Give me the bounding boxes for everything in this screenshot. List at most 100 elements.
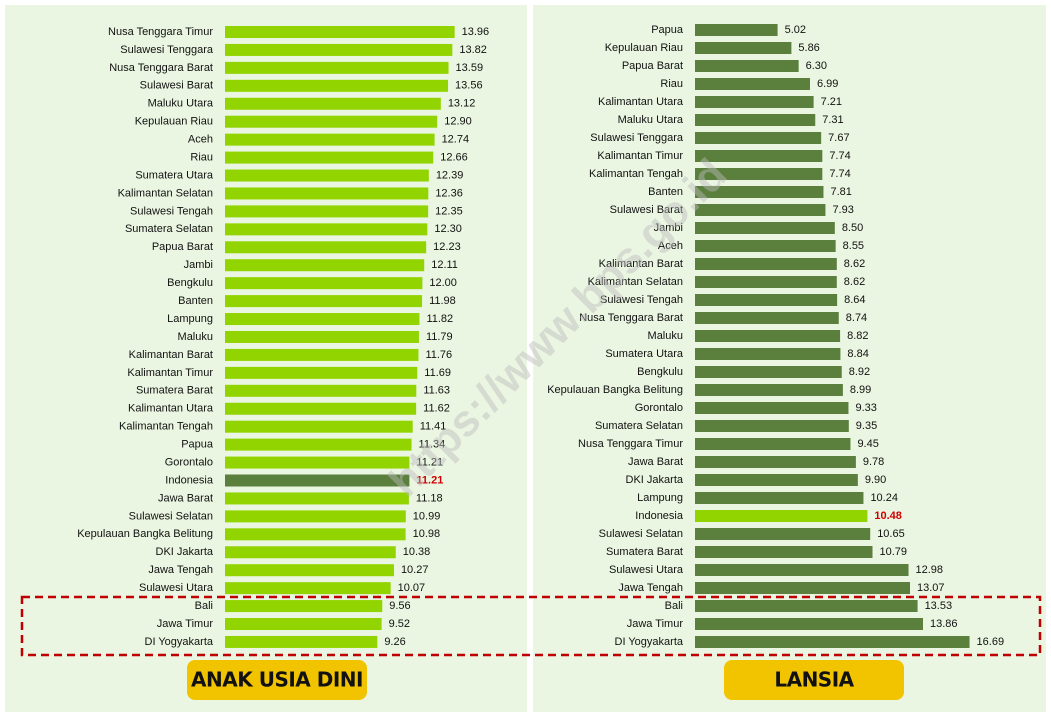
bar [695, 366, 842, 378]
category-label: Sumatera Selatan [595, 420, 683, 432]
category-label: Kalimantan Utara [128, 403, 214, 415]
category-label: Sulawesi Utara [139, 582, 214, 594]
bar [225, 402, 417, 415]
value-label: 9.45 [857, 438, 878, 450]
category-label: Bengkulu [637, 366, 683, 378]
value-label: 8.92 [849, 366, 870, 378]
category-label: Kalimantan Timur [597, 150, 683, 162]
value-label: 13.59 [456, 62, 484, 74]
value-label: 13.12 [448, 98, 476, 110]
category-label: Kalimantan Barat [129, 349, 213, 361]
value-label: 7.81 [830, 186, 851, 198]
category-label: Bengkulu [167, 277, 213, 289]
value-label: 10.79 [879, 546, 907, 558]
bar [225, 151, 434, 164]
bar [225, 61, 449, 74]
bar [225, 97, 441, 110]
bar [225, 187, 429, 200]
category-label: Nusa Tenggara Barat [109, 62, 213, 74]
value-label: 9.52 [389, 618, 410, 630]
category-label: Jawa Timur [627, 618, 684, 630]
bar [695, 78, 810, 90]
value-label: 16.69 [977, 636, 1005, 648]
bar [695, 132, 822, 144]
category-label: Kalimantan Selatan [118, 187, 213, 199]
value-label: 8.62 [844, 258, 865, 270]
value-label: 8.74 [846, 312, 867, 324]
category-label: Sumatera Utara [605, 348, 684, 360]
bar [695, 258, 837, 270]
category-label: Sulawesi Tengah [130, 205, 213, 217]
bar [695, 312, 839, 324]
bar [695, 294, 838, 306]
value-label: 11.21 [416, 456, 443, 468]
bar [225, 277, 423, 290]
category-label: Sulawesi Selatan [599, 528, 683, 540]
title-box [187, 660, 367, 700]
bar [695, 546, 873, 558]
category-label: Kalimantan Selatan [588, 276, 683, 288]
value-label: 9.35 [856, 420, 877, 432]
value-label: 12.11 [431, 259, 458, 271]
value-label: 7.31 [822, 114, 843, 126]
bar [225, 438, 412, 451]
chart-title: ANAK USIA DINI [191, 668, 363, 692]
category-label: Banten [648, 186, 683, 198]
value-label: 8.62 [844, 276, 865, 288]
category-label: Indonesia [635, 510, 684, 522]
bar [225, 43, 453, 56]
value-label: 8.84 [847, 348, 868, 360]
category-label: Kalimantan Barat [599, 258, 683, 270]
bar [225, 26, 455, 38]
bar [225, 564, 394, 577]
value-label: 9.90 [865, 474, 886, 486]
bar [695, 438, 851, 450]
bar [225, 259, 425, 272]
category-label: Kepulauan Riau [605, 42, 683, 54]
category-label: Papua Barat [622, 60, 683, 72]
category-label: Maluku [648, 330, 683, 342]
bar [225, 600, 383, 613]
value-label: 10.99 [413, 510, 441, 522]
bar [225, 313, 420, 326]
value-label: 12.66 [440, 151, 468, 163]
bar [225, 492, 409, 505]
value-label: 11.34 [419, 439, 446, 451]
category-label: Maluku Utara [148, 98, 214, 110]
category-label: Kalimantan Tengah [589, 168, 683, 180]
value-label: 9.56 [389, 600, 410, 612]
category-label: DI Yogyakarta [615, 636, 684, 648]
value-label: 12.74 [442, 134, 470, 146]
value-label: 12.36 [435, 187, 463, 199]
category-label: Papua [651, 24, 684, 36]
value-label: 6.99 [817, 78, 838, 90]
bar [225, 241, 427, 254]
bar [695, 222, 835, 234]
value-label: 11.82 [426, 313, 453, 325]
bar [695, 96, 814, 108]
category-label: Maluku [178, 331, 213, 343]
category-label: Sulawesi Tenggara [590, 132, 684, 144]
value-label: 8.55 [843, 240, 864, 252]
bar [225, 366, 418, 379]
category-label: Sulawesi Selatan [129, 510, 213, 522]
category-label: Riau [660, 78, 683, 90]
category-label: Sumatera Barat [606, 546, 683, 558]
bar [225, 528, 406, 541]
bar [225, 456, 410, 469]
bar [225, 546, 396, 559]
bar [225, 474, 410, 487]
value-label: 12.30 [434, 223, 462, 235]
category-label: Indonesia [165, 474, 214, 486]
bar [695, 456, 856, 468]
category-label: Jambi [184, 259, 213, 271]
category-label: Banten [178, 295, 213, 307]
bar [695, 168, 823, 180]
category-label: Jambi [654, 222, 683, 234]
bar [225, 133, 435, 146]
value-label: 9.78 [863, 456, 884, 468]
value-label: 8.50 [842, 222, 863, 234]
value-label: 10.65 [877, 528, 905, 540]
value-label: 7.74 [829, 150, 850, 162]
bar [225, 115, 438, 128]
